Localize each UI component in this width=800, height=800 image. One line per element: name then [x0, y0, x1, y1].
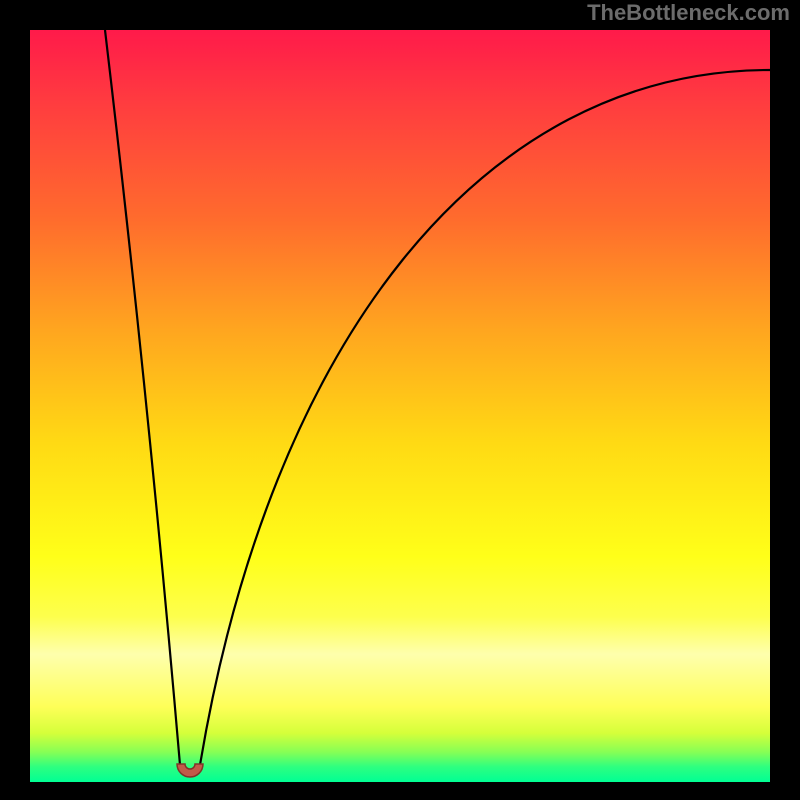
bottleneck-chart [0, 0, 800, 800]
chart-container: TheBottleneck.com [0, 0, 800, 800]
chart-background-gradient [30, 30, 770, 782]
